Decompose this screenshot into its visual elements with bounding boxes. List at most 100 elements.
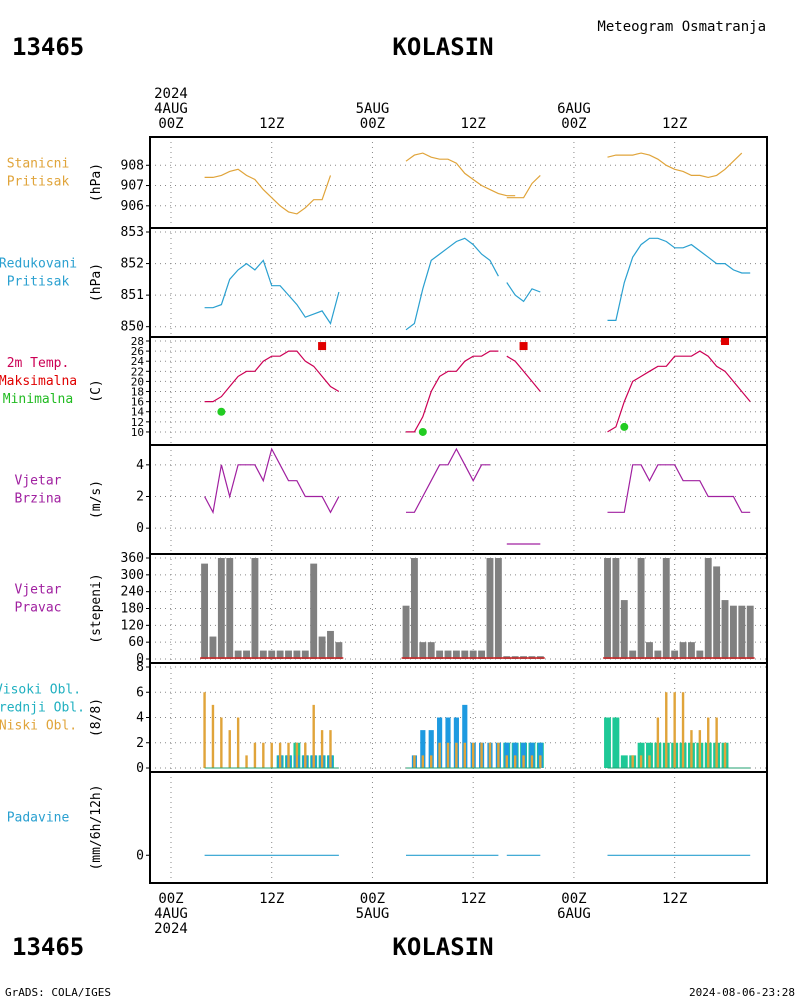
cloud-low-bar: [295, 742, 299, 768]
panel-frame: [149, 227, 768, 338]
top-tick-label: 5AUG: [356, 101, 390, 117]
series-line: [204, 168, 332, 215]
top-tick-label: 00Z: [360, 116, 385, 132]
min-temp-marker: [620, 422, 629, 431]
wind-direction-bar: [620, 600, 628, 659]
y-tick-label: 180: [121, 602, 144, 617]
cloud-low-bar: [278, 742, 282, 768]
panel-frame: [149, 444, 768, 555]
cloud-low-bar: [497, 742, 500, 768]
y-tick-label: 851: [121, 288, 144, 303]
wind-direction-bar: [310, 563, 318, 659]
panel-label: Srednji Obl.: [0, 701, 85, 716]
wind-direction-bar: [486, 558, 494, 659]
series-line: [506, 355, 541, 392]
y-tick-label: 120: [121, 618, 144, 633]
wind-direction-bar: [318, 636, 326, 659]
cloud-low-bar: [446, 742, 450, 768]
cloud-low-bar: [648, 755, 651, 768]
y-tick-label: 8: [136, 660, 144, 675]
panel-label: Minimalna: [3, 392, 73, 407]
wind-direction-bar: [604, 558, 611, 659]
cloud-low-bar: [715, 717, 718, 768]
wind-direction-bar: [629, 650, 637, 659]
wind-direction-bar: [226, 558, 234, 659]
y-tick-label: 0: [136, 521, 144, 536]
panel-label: Pritisak: [7, 275, 70, 290]
wind-direction-bar: [201, 563, 209, 659]
cloud-low-bar: [262, 742, 265, 768]
top-tick-label: 00Z: [561, 116, 586, 132]
y-tick-label: 6: [136, 685, 144, 700]
cloud-low-bar: [539, 755, 542, 768]
bottom-tick-label: 00Z: [561, 891, 586, 907]
y-tick-label: 60: [128, 635, 144, 650]
cloud-low-bar: [656, 717, 660, 768]
series-line: [506, 282, 541, 303]
panel-label: Maksimalna: [0, 374, 77, 389]
cloud-low-bar: [698, 730, 702, 768]
panel-label: Stanicni: [7, 157, 70, 172]
bottom-tick-label: 12Z: [259, 891, 284, 907]
wind-direction-bar: [679, 642, 687, 659]
cloud-mid-bar: [462, 704, 468, 768]
cloud-low-bar: [438, 742, 441, 768]
series-line: [406, 350, 499, 433]
wind-direction-bar: [662, 558, 670, 659]
top-tick-label: 2024: [154, 86, 188, 102]
panel-unit: (hPa): [89, 263, 104, 302]
cloud-low-bar: [220, 717, 223, 768]
panel-label: Niski Obl.: [0, 719, 77, 734]
y-tick-label: 853: [121, 225, 144, 240]
y-tick-label: 26: [131, 345, 144, 358]
cloud-low-bar: [430, 755, 433, 768]
cloud-low-bar: [530, 755, 534, 768]
panel-label: Brzina: [15, 492, 62, 507]
cloud-mid-bar: [420, 730, 426, 768]
bottom-tick-label: 00Z: [158, 891, 183, 907]
series-line: [204, 350, 340, 403]
bottom-tick-label: 6AUG: [557, 906, 591, 922]
wind-direction-bar: [738, 605, 746, 659]
y-tick-label: 20: [131, 375, 144, 388]
panel-label: 2m Temp.: [7, 356, 70, 371]
wind-direction-bar: [243, 650, 250, 659]
y-tick-label: 0: [136, 761, 144, 776]
wind-direction-bar: [469, 650, 477, 659]
top-tick-label: 12Z: [259, 116, 284, 132]
series-line: [506, 174, 541, 199]
top-tick-label: 4AUG: [154, 101, 188, 117]
cloud-low-bar: [471, 742, 475, 768]
cloud-low-bar: [413, 755, 416, 768]
station-id-top: 13465: [12, 33, 84, 61]
wind-direction-bar: [646, 642, 653, 659]
series-line: [607, 350, 751, 433]
panel-unit: (mm/6h/12h): [89, 784, 104, 870]
panel-unit: (C): [89, 379, 104, 402]
panel-frame: [149, 771, 768, 884]
footer-credit: GrADS: COLA/IGES: [5, 986, 111, 999]
cloud-low-bar: [480, 742, 483, 768]
wind-direction-bar: [746, 605, 754, 659]
series-line: [204, 447, 340, 515]
cloud-high-bar: [612, 717, 620, 768]
wind-direction-bar: [444, 650, 452, 659]
y-tick-label: 10: [131, 426, 144, 439]
cloud-low-bar: [463, 742, 467, 768]
wind-direction-bar: [704, 558, 712, 659]
wind-direction-bar: [234, 650, 242, 659]
bottom-tick-label: 00Z: [360, 891, 385, 907]
station-id-bottom: 13465: [12, 933, 84, 961]
wind-direction-bar: [452, 650, 460, 659]
wind-direction-bar: [612, 558, 620, 659]
panel-label: Redukovani: [0, 257, 77, 272]
y-tick-label: 906: [121, 199, 144, 214]
top-tick-label: 12Z: [461, 116, 486, 132]
wind-direction-bar: [327, 630, 334, 659]
y-tick-label: 907: [121, 179, 144, 194]
cloud-low-bar: [488, 742, 492, 768]
y-tick-label: 12: [131, 416, 144, 429]
bottom-tick-label: 5AUG: [356, 906, 390, 922]
